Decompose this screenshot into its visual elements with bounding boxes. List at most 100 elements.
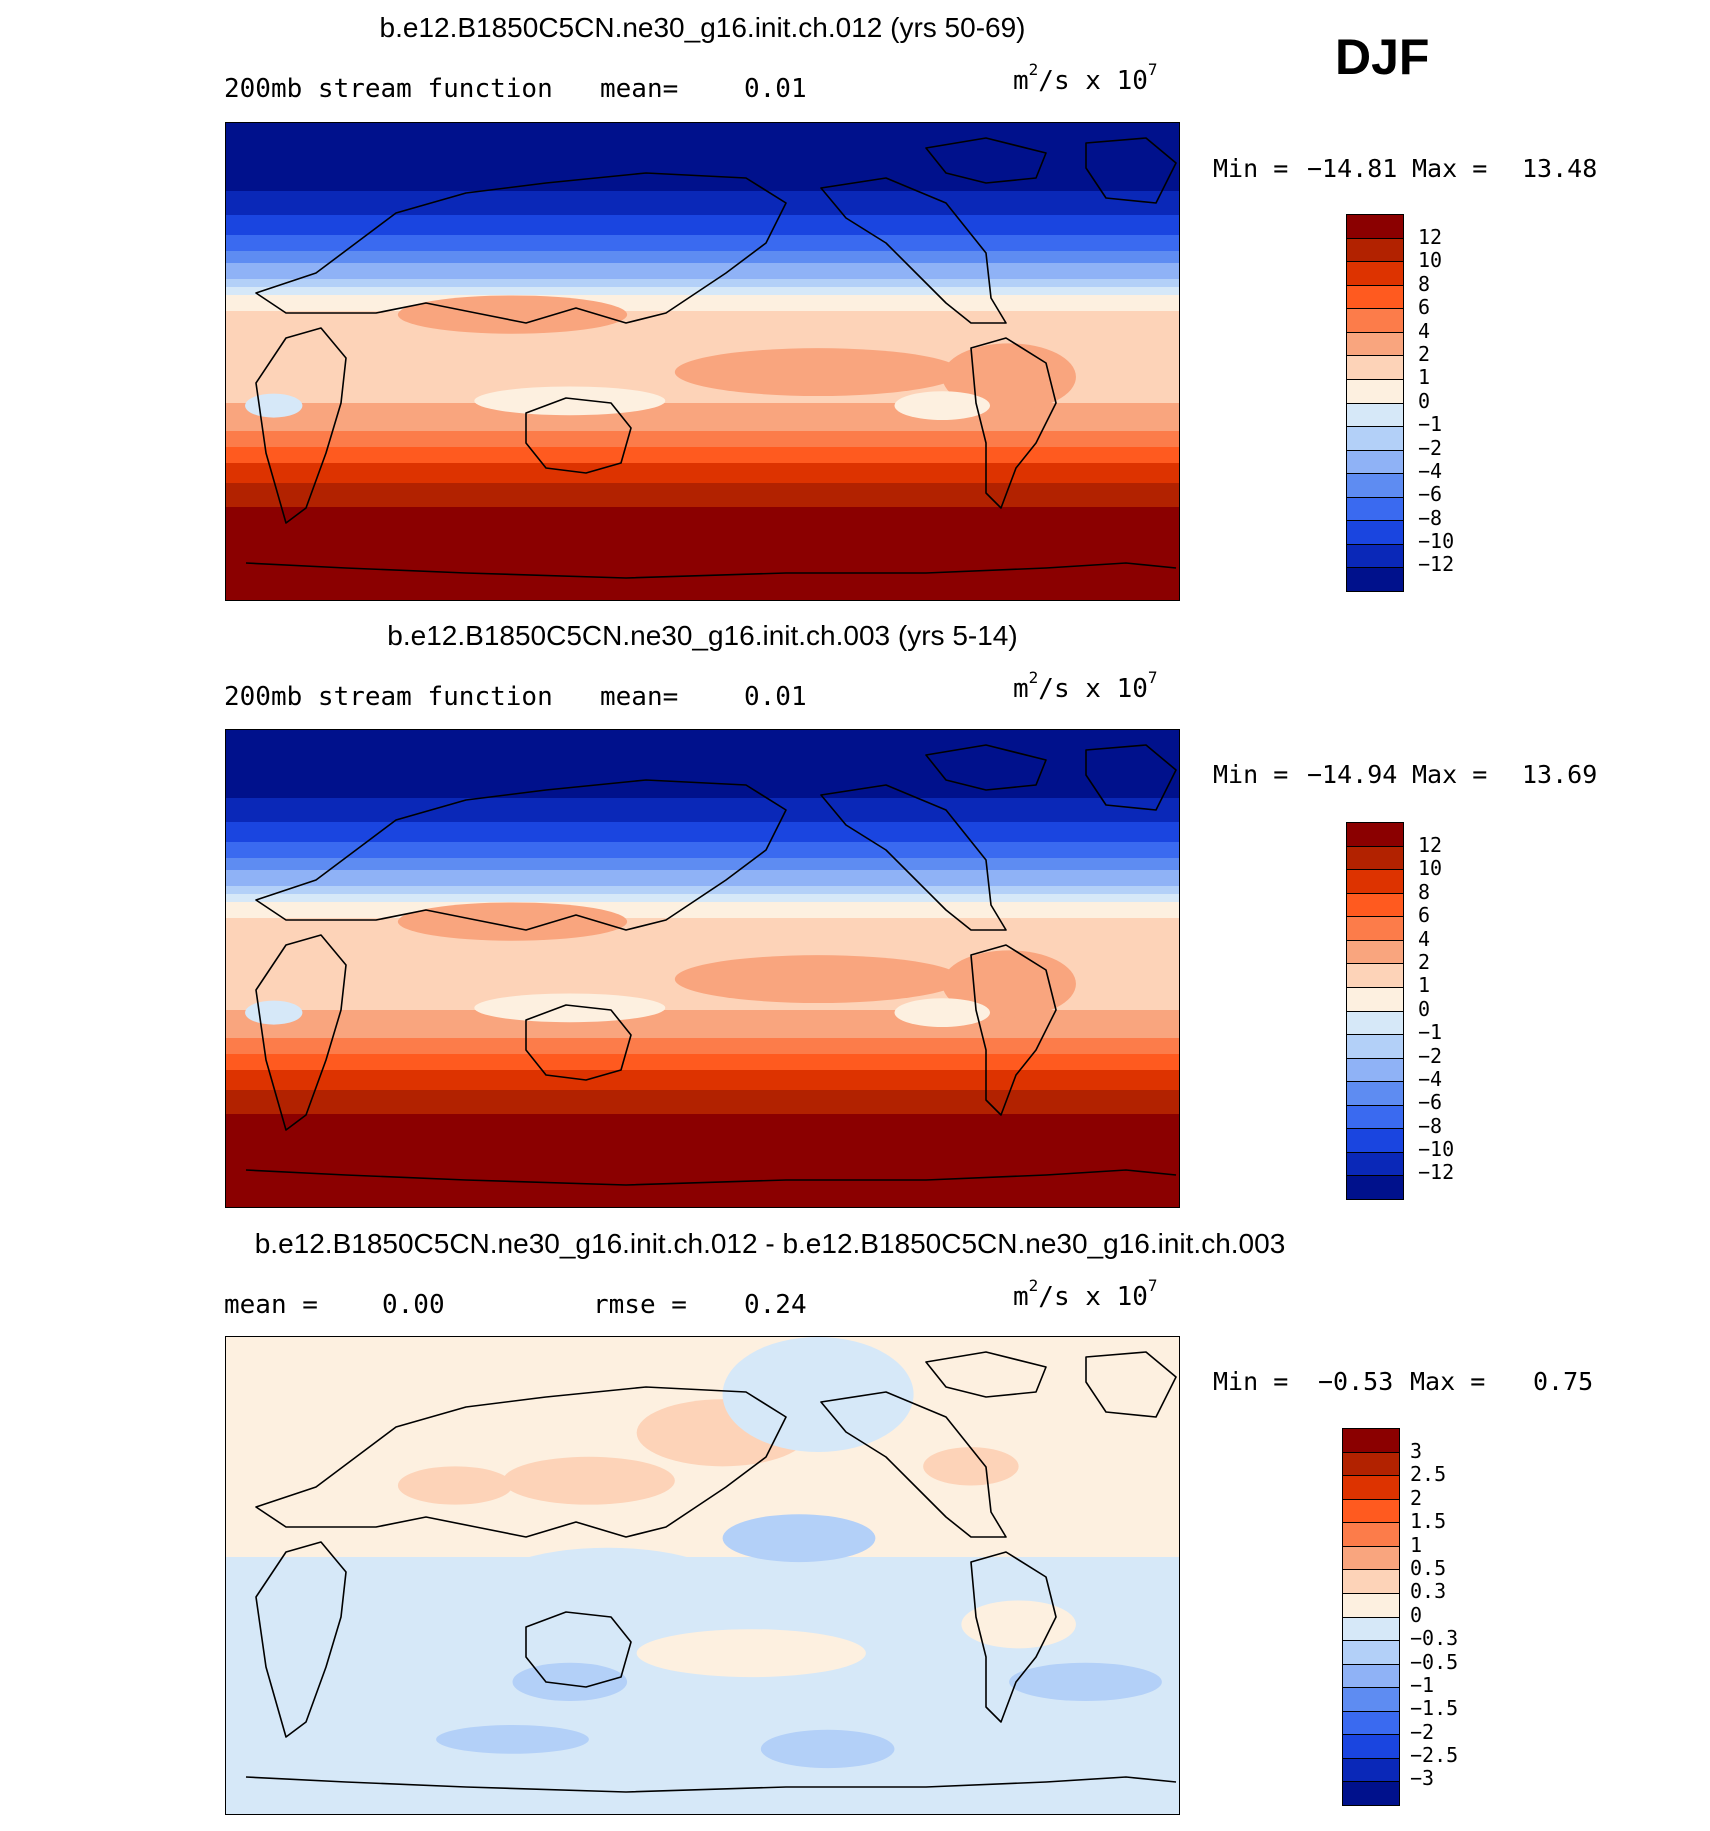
contour-band — [226, 1130, 1179, 1135]
colorbar-swatch — [1347, 332, 1403, 357]
contour-band — [226, 1353, 1179, 1358]
contour-band — [226, 419, 1179, 424]
colorbar-tick-label: 0 — [1418, 388, 1431, 413]
colorbar-tick-label: 10 — [1418, 856, 1443, 881]
coastline — [255, 934, 347, 1131]
panel2-variable-label: 200mb stream function — [224, 682, 553, 712]
contour-band — [226, 475, 1179, 480]
contour-band — [226, 1154, 1179, 1159]
contour-band — [226, 279, 1179, 284]
coastline — [820, 784, 1007, 931]
colorbar-swatch — [1347, 285, 1403, 310]
contour-band — [226, 519, 1179, 524]
contour-band — [226, 1729, 1179, 1734]
contour-band — [226, 1753, 1179, 1758]
colorbar-tick-label: 0 — [1410, 1602, 1423, 1627]
contour-band — [226, 866, 1179, 871]
panel2-mean-label: mean= — [600, 682, 679, 712]
colorbar-swatch — [1343, 1617, 1399, 1642]
contour-band — [226, 527, 1179, 532]
colorbar-swatch — [1347, 1152, 1403, 1177]
contour-band — [226, 219, 1179, 224]
coastline — [525, 1004, 632, 1081]
colorbar-tick-label: −2 — [1418, 1043, 1443, 1068]
contour-band — [226, 471, 1179, 476]
contour-band — [226, 503, 1179, 508]
contour-band — [226, 239, 1179, 244]
contour-band — [226, 1170, 1179, 1175]
contour-band — [226, 1805, 1179, 1810]
contour-band — [226, 1166, 1179, 1171]
panel3-mean-value: 0.00 — [382, 1290, 445, 1320]
contour-band — [226, 231, 1179, 236]
contour-band — [226, 1389, 1179, 1394]
contour-band — [226, 1545, 1179, 1550]
contour-blob — [397, 902, 628, 941]
colorbar-tick-label: 1.5 — [1410, 1509, 1447, 1534]
colorbar-swatch — [1343, 1429, 1399, 1453]
contour-band — [226, 758, 1179, 763]
coastline — [255, 327, 347, 524]
contour-band — [226, 954, 1179, 959]
contour-band — [226, 1357, 1179, 1362]
contour-band — [226, 247, 1179, 252]
contour-band — [226, 551, 1179, 556]
colorbar-tick-label: 12 — [1418, 833, 1443, 857]
contour-band — [226, 898, 1179, 903]
contour-band — [226, 323, 1179, 328]
contour-band — [226, 1681, 1179, 1686]
colorbar-tick-label: 1 — [1410, 1532, 1423, 1557]
coastline — [255, 172, 787, 324]
contour-band — [226, 886, 1179, 891]
contour-blob — [245, 393, 303, 418]
contour-band — [226, 271, 1179, 276]
colorbar-swatch — [1343, 1499, 1399, 1524]
colorbar-swatch — [1347, 1105, 1403, 1130]
contour-band — [226, 355, 1179, 360]
colorbar-tick-label: 6 — [1418, 903, 1431, 928]
contour-band — [226, 1713, 1179, 1718]
contour-band — [226, 1393, 1179, 1398]
colorbar-tick-label: 12 — [1418, 225, 1443, 249]
contour-band — [226, 1090, 1179, 1095]
coastline — [970, 944, 1057, 1116]
contour-band — [226, 1365, 1179, 1370]
contour-band — [226, 131, 1179, 136]
contour-band — [226, 275, 1179, 280]
contour-band — [226, 459, 1179, 464]
contour-blob — [1009, 1662, 1162, 1702]
contour-band — [226, 1553, 1179, 1558]
contour-band — [226, 1369, 1179, 1374]
contour-band — [226, 507, 1179, 512]
contour-band — [226, 163, 1179, 168]
contour-blob — [245, 1000, 303, 1025]
colorbar-swatch — [1343, 1570, 1399, 1594]
contour-band — [226, 1126, 1179, 1131]
contour-band — [226, 451, 1179, 456]
coastline — [1085, 744, 1177, 811]
contour-band — [226, 1697, 1179, 1702]
contour-band — [226, 311, 1179, 316]
contour-band — [226, 1761, 1179, 1766]
contour-band — [226, 1042, 1179, 1047]
contour-blob — [722, 1337, 914, 1452]
contour-band — [226, 818, 1179, 823]
contour-band — [226, 1206, 1179, 1207]
colorbar-swatch — [1347, 474, 1403, 498]
contour-band — [226, 1098, 1179, 1103]
colorbar-tick-label: −2.5 — [1410, 1743, 1459, 1768]
contour-band — [226, 547, 1179, 552]
contour-band — [226, 427, 1179, 432]
panel3-min-label: Min = — [1213, 1367, 1289, 1396]
colorbar-swatch — [1347, 262, 1403, 286]
contour-band — [226, 814, 1179, 819]
colorbar-swatch — [1347, 450, 1403, 475]
contour-band — [226, 786, 1179, 791]
contour-band — [226, 179, 1179, 184]
colorbar-swatch — [1347, 544, 1403, 569]
contour-band — [226, 559, 1179, 564]
contour-band — [226, 599, 1179, 600]
contour-band — [226, 1465, 1179, 1470]
contour-band — [226, 1385, 1179, 1390]
contour-band — [226, 263, 1179, 268]
